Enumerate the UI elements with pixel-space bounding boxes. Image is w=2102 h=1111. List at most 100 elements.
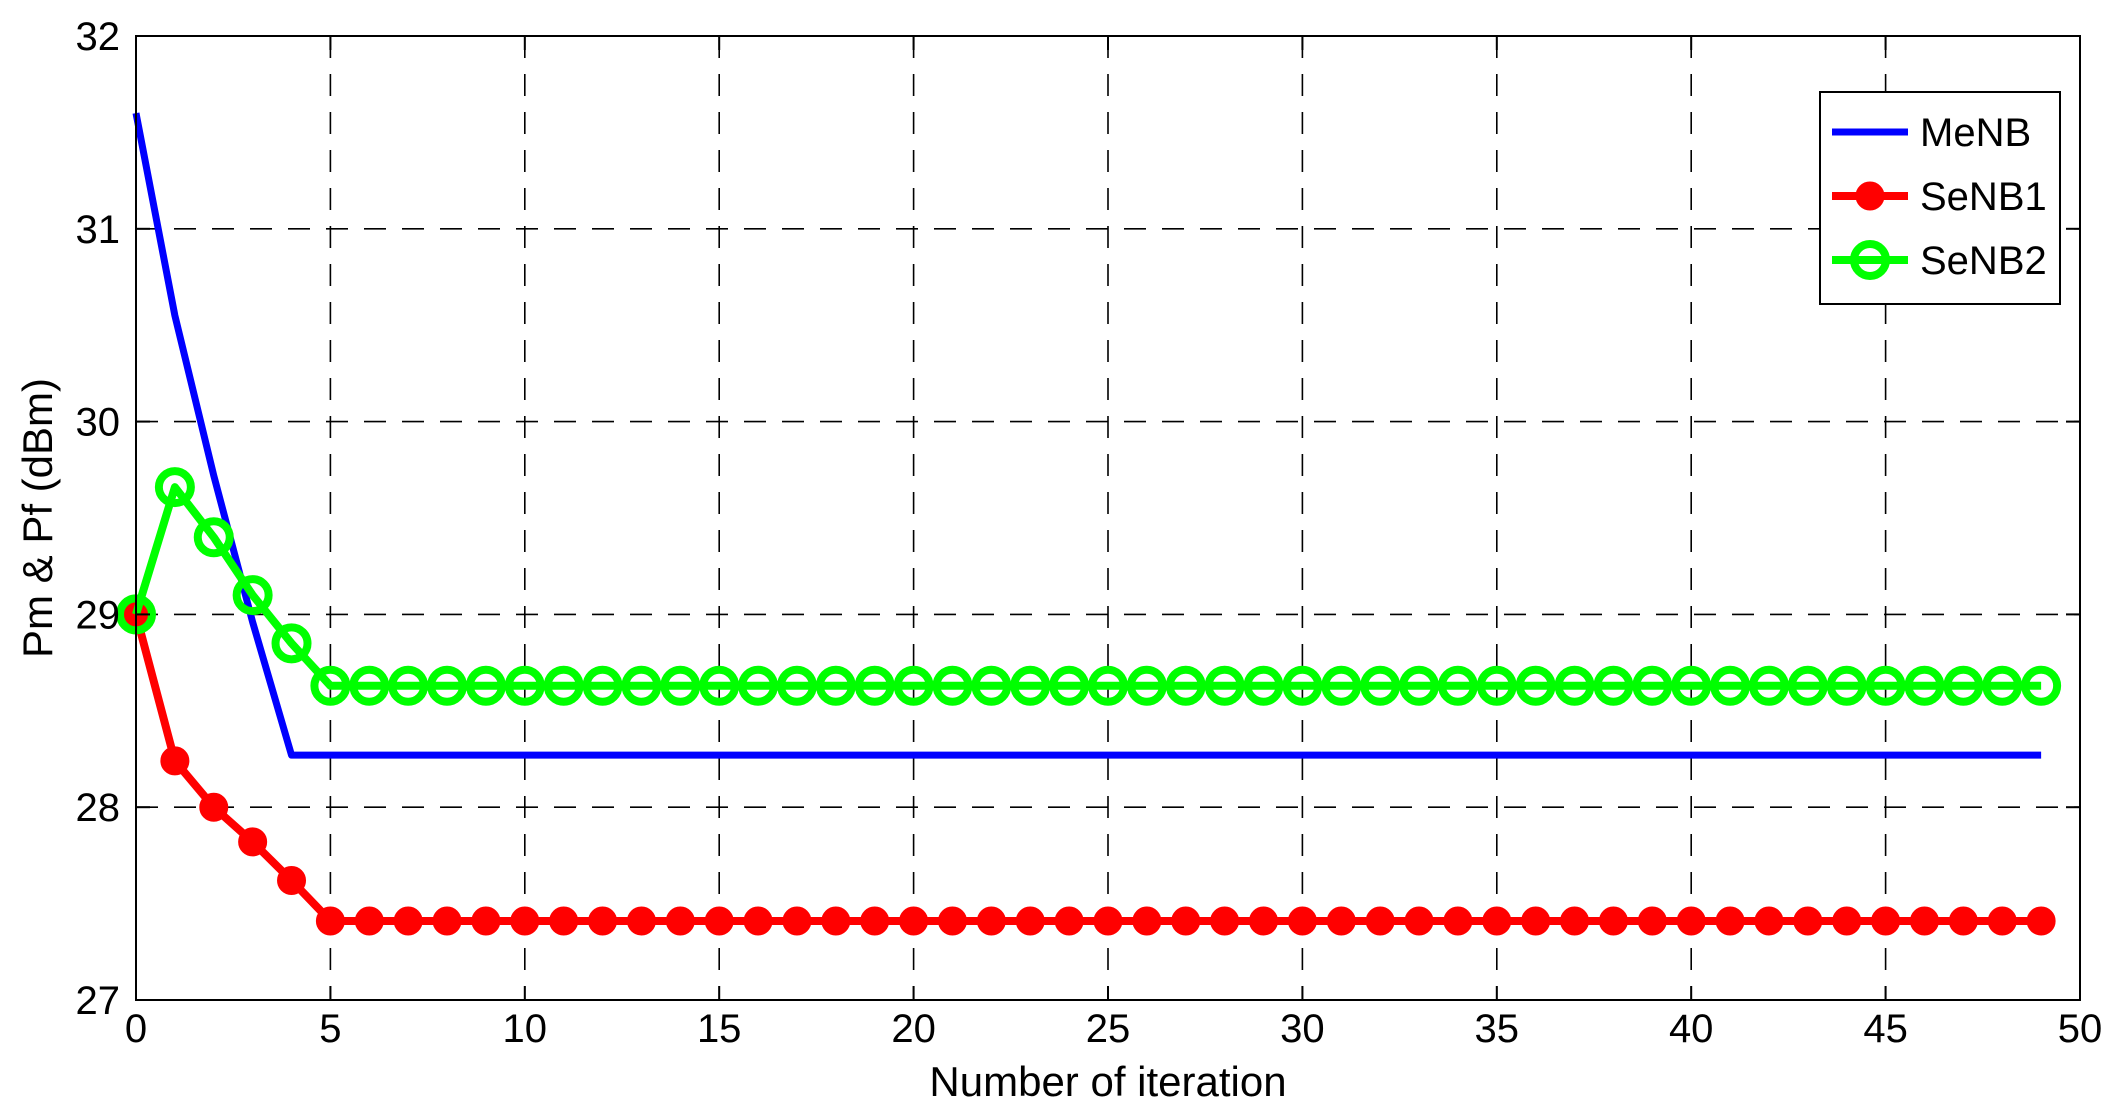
data-point-senb2 [854, 665, 895, 706]
data-point-senb1 [471, 906, 501, 936]
data-point-senb2 [1593, 665, 1634, 706]
data-point-senb1 [782, 906, 812, 936]
data-point-senb1 [1676, 906, 1706, 936]
data-point-senb1 [704, 906, 734, 936]
data-point-senb2 [1010, 665, 1051, 706]
legend: MeNB SeNB1 SeNB2 [1819, 91, 2061, 305]
data-point-senb1 [277, 865, 307, 895]
data-point-senb2 [232, 575, 273, 616]
data-point-senb2 [1126, 665, 1167, 706]
data-point-senb1 [976, 906, 1006, 936]
data-point-senb2 [582, 665, 623, 706]
data-point-senb1 [1637, 906, 1667, 936]
data-point-senb1 [1132, 906, 1162, 936]
data-point-senb1 [1793, 906, 1823, 936]
data-point-senb2 [1904, 665, 1945, 706]
data-point-senb1 [1482, 906, 1512, 936]
x-tick-label: 10 [503, 1007, 548, 1051]
data-point-senb1 [1987, 906, 2017, 936]
data-point-senb1 [1249, 906, 1279, 936]
series-layer [116, 112, 2062, 936]
data-point-senb2 [699, 665, 740, 706]
x-tick-label: 15 [697, 1007, 742, 1051]
data-point-senb1 [1909, 906, 1939, 936]
data-point-senb1 [860, 906, 890, 936]
data-point-senb1 [626, 906, 656, 936]
data-point-senb1 [315, 906, 345, 936]
data-point-senb2 [1787, 665, 1828, 706]
data-point-senb2 [2021, 665, 2062, 706]
y-tick-label: 29 [76, 593, 121, 637]
legend-entry-senb1: SeNB1 [1832, 175, 2047, 219]
data-point-senb2 [465, 665, 506, 706]
data-point-senb2 [1476, 665, 1517, 706]
data-point-senb2 [388, 665, 429, 706]
data-point-senb2 [543, 665, 584, 706]
data-point-senb2 [1982, 665, 2023, 706]
data-point-senb2 [1437, 665, 1478, 706]
data-point-senb1 [432, 906, 462, 936]
axis-ticks [135, 35, 2081, 1001]
data-point-senb1 [1560, 906, 1590, 936]
legend-label: SeNB2 [1920, 239, 2047, 283]
x-tick-label: 5 [319, 1007, 341, 1051]
data-point-senb1 [1093, 906, 1123, 936]
data-point-senb2 [1088, 665, 1128, 706]
data-point-senb2 [154, 467, 195, 508]
data-point-senb1 [160, 746, 190, 776]
series-senb2 [116, 467, 2062, 706]
data-point-senb2 [1632, 665, 1673, 706]
data-point-senb1 [549, 906, 579, 936]
data-point-senb1 [1210, 906, 1240, 936]
data-point-senb2 [660, 665, 701, 706]
y-tick-label: 28 [76, 786, 121, 830]
data-point-senb1 [393, 906, 423, 936]
data-point-senb2 [1515, 665, 1556, 706]
legend-marker [1855, 181, 1885, 211]
data-point-senb2 [1360, 665, 1401, 706]
x-tick-label: 0 [125, 1007, 147, 1051]
data-point-senb2 [932, 665, 973, 706]
data-point-senb2 [1943, 665, 1984, 706]
data-point-senb1 [1754, 906, 1784, 936]
x-tick-label: 20 [891, 1007, 936, 1051]
data-point-senb2 [1399, 665, 1440, 706]
y-tick-label: 30 [76, 401, 121, 445]
x-axis-label: Number of iteration [929, 1058, 1286, 1105]
data-point-senb2 [1243, 665, 1284, 706]
data-point-senb1 [1443, 906, 1473, 936]
data-point-senb2 [1321, 665, 1362, 706]
data-point-senb1 [899, 906, 929, 936]
y-tick-label: 27 [76, 979, 121, 1023]
legend-entry-senb2: SeNB2 [1832, 239, 2047, 283]
data-point-senb2 [1865, 665, 1906, 706]
data-point-senb1 [937, 906, 967, 936]
data-point-senb1 [1015, 906, 1045, 936]
data-point-senb1 [1054, 906, 1084, 936]
legend-entry-menb: MeNB [1832, 111, 2031, 155]
legend-label: SeNB1 [1920, 175, 2047, 219]
data-point-senb1 [1404, 906, 1434, 936]
data-point-senb2 [621, 665, 662, 706]
data-point-senb1 [1948, 906, 1978, 936]
data-point-senb1 [1832, 906, 1862, 936]
data-point-senb2 [815, 665, 856, 706]
data-point-senb1 [1365, 906, 1395, 936]
x-tick-label: 40 [1669, 1007, 1714, 1051]
data-point-senb2 [1165, 665, 1206, 706]
data-point-senb2 [738, 665, 779, 706]
data-point-senb1 [588, 906, 618, 936]
data-point-senb2 [1204, 665, 1245, 706]
data-point-senb1 [1326, 906, 1356, 936]
data-point-senb1 [238, 827, 268, 857]
data-point-senb1 [2026, 906, 2056, 936]
data-point-senb2 [1826, 665, 1867, 706]
data-point-senb1 [1171, 906, 1201, 936]
data-point-senb1 [743, 906, 773, 936]
x-tick-label: 45 [1863, 1007, 1908, 1051]
series-menb [132, 112, 2042, 759]
y-tick-label: 31 [76, 208, 121, 252]
data-point-senb2 [310, 665, 351, 706]
